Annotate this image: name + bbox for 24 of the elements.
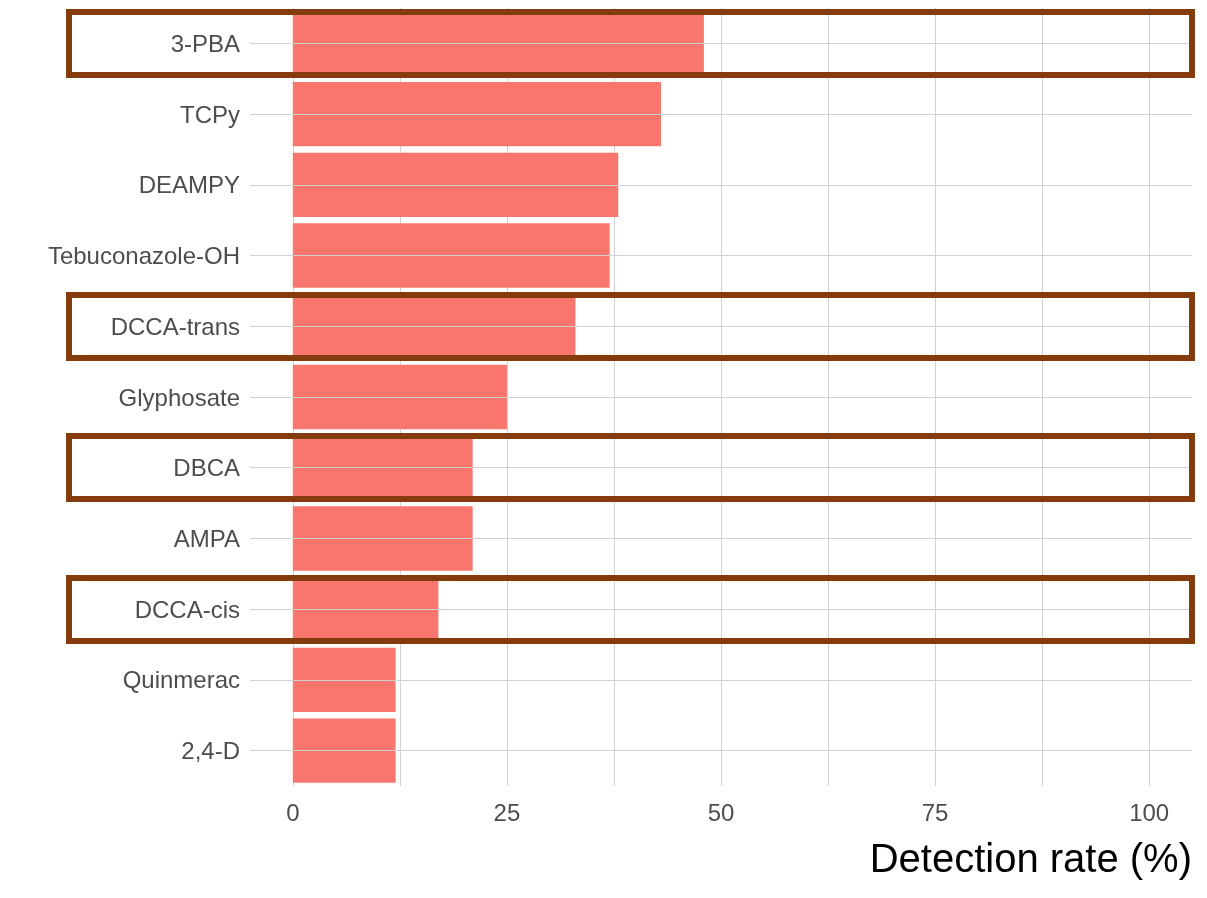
bar xyxy=(292,647,396,713)
y-tick-label: DEAMPY xyxy=(138,171,240,199)
y-tick-label: DCCA-cis xyxy=(134,595,240,623)
y-tick-label: Glyphosate xyxy=(118,383,240,411)
y-tick-label: 2,4-D xyxy=(181,737,240,765)
x-tick-label: 75 xyxy=(921,798,949,826)
y-tick-label: Quinmerac xyxy=(122,666,240,694)
x-tick-label: 100 xyxy=(1129,798,1170,826)
y-tick-label: 3-PBA xyxy=(170,29,240,57)
x-tick-label: 50 xyxy=(707,798,735,826)
x-axis-title: Detection rate (%) xyxy=(869,836,1192,880)
y-tick-label: Tebuconazole-OH xyxy=(47,242,240,270)
y-tick-label: TCPy xyxy=(180,100,240,128)
bar xyxy=(292,364,507,430)
x-tick-label: 0 xyxy=(286,798,300,826)
bar xyxy=(292,223,610,288)
y-tick-label: DBCA xyxy=(173,454,240,482)
bar xyxy=(292,152,619,217)
bar xyxy=(292,718,396,783)
y-tick-label: DCCA-trans xyxy=(110,312,240,340)
x-tick-label: 25 xyxy=(493,798,521,826)
y-tick-label: AMPA xyxy=(173,524,240,552)
bar xyxy=(292,81,662,147)
bar xyxy=(292,506,473,571)
